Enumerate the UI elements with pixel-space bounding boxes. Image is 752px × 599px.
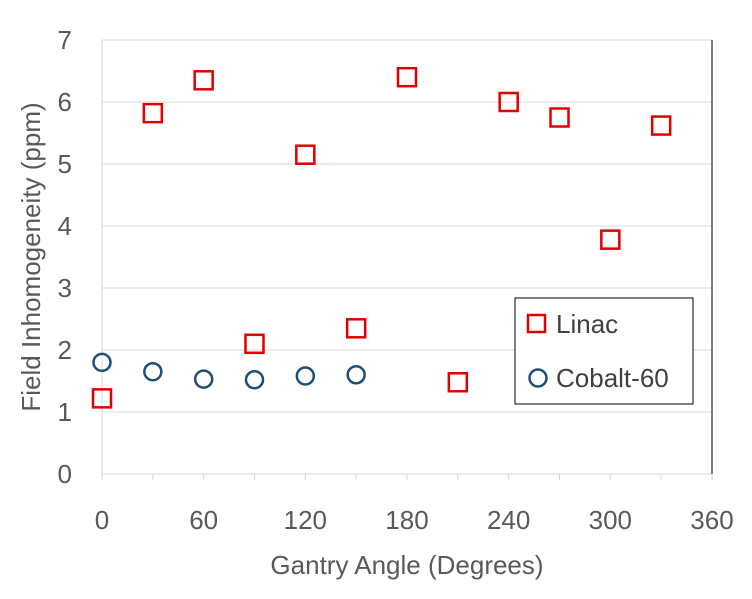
linac-point-1 <box>142 102 164 124</box>
x-tick-label-180: 180 <box>385 505 428 535</box>
linac-point-8 <box>498 91 519 113</box>
legend-linac-marker <box>526 313 547 334</box>
cobalt-60-point-1 <box>143 361 163 382</box>
legend-linac-label: Linac <box>556 309 618 339</box>
linac-point-0 <box>91 388 113 409</box>
y-tick-label-4: 4 <box>58 211 72 241</box>
cobalt-60-point-4 <box>295 366 316 386</box>
linac-point-3 <box>244 333 265 355</box>
legend-cobalt-marker <box>528 368 548 388</box>
y-tick-label-6: 6 <box>58 87 72 117</box>
y-tick-label-5: 5 <box>58 149 72 179</box>
cobalt-60-point-2 <box>193 369 214 389</box>
x-axis-title: Gantry Angle (Degrees) <box>270 550 543 580</box>
data-points <box>91 66 672 409</box>
gridlines <box>102 39 712 413</box>
x-tick-label-120: 120 <box>284 505 327 535</box>
y-axis-title: Field Inhomogeneity (ppm) <box>16 102 46 411</box>
y-tick-label-0: 0 <box>58 459 72 489</box>
cobalt-60-point-3 <box>244 370 265 390</box>
linac-point-7 <box>447 371 469 393</box>
legend-cobalt-label: Cobalt-60 <box>556 363 669 393</box>
linac-point-10 <box>600 229 621 250</box>
x-tick-labels: 0 60 120 180 240 300 360 <box>95 505 734 535</box>
x-tick-label-240: 240 <box>487 505 530 535</box>
linac-point-6 <box>396 66 418 88</box>
y-tick-label-2: 2 <box>58 335 72 365</box>
cobalt-60-point-0 <box>92 352 112 373</box>
x-tick-label-300: 300 <box>589 505 632 535</box>
linac-point-5 <box>345 318 367 339</box>
linac-point-4 <box>295 144 316 165</box>
legend: Linac Cobalt-60 <box>514 297 694 405</box>
x-tick-label-60: 60 <box>189 505 218 535</box>
cobalt-60-point-5 <box>346 365 366 385</box>
linac-point-9 <box>549 107 570 128</box>
y-tick-labels: 0 1 2 3 4 5 6 7 <box>58 25 72 489</box>
y-tick-label-7: 7 <box>58 25 72 55</box>
linac-point-11 <box>650 115 672 136</box>
linac-point-2 <box>193 70 214 91</box>
x-tick-label-360: 360 <box>690 505 733 535</box>
y-tick-label-1: 1 <box>58 397 72 427</box>
y-tick-label-3: 3 <box>58 273 72 303</box>
x-tick-label-0: 0 <box>95 505 109 535</box>
axes <box>101 40 713 480</box>
